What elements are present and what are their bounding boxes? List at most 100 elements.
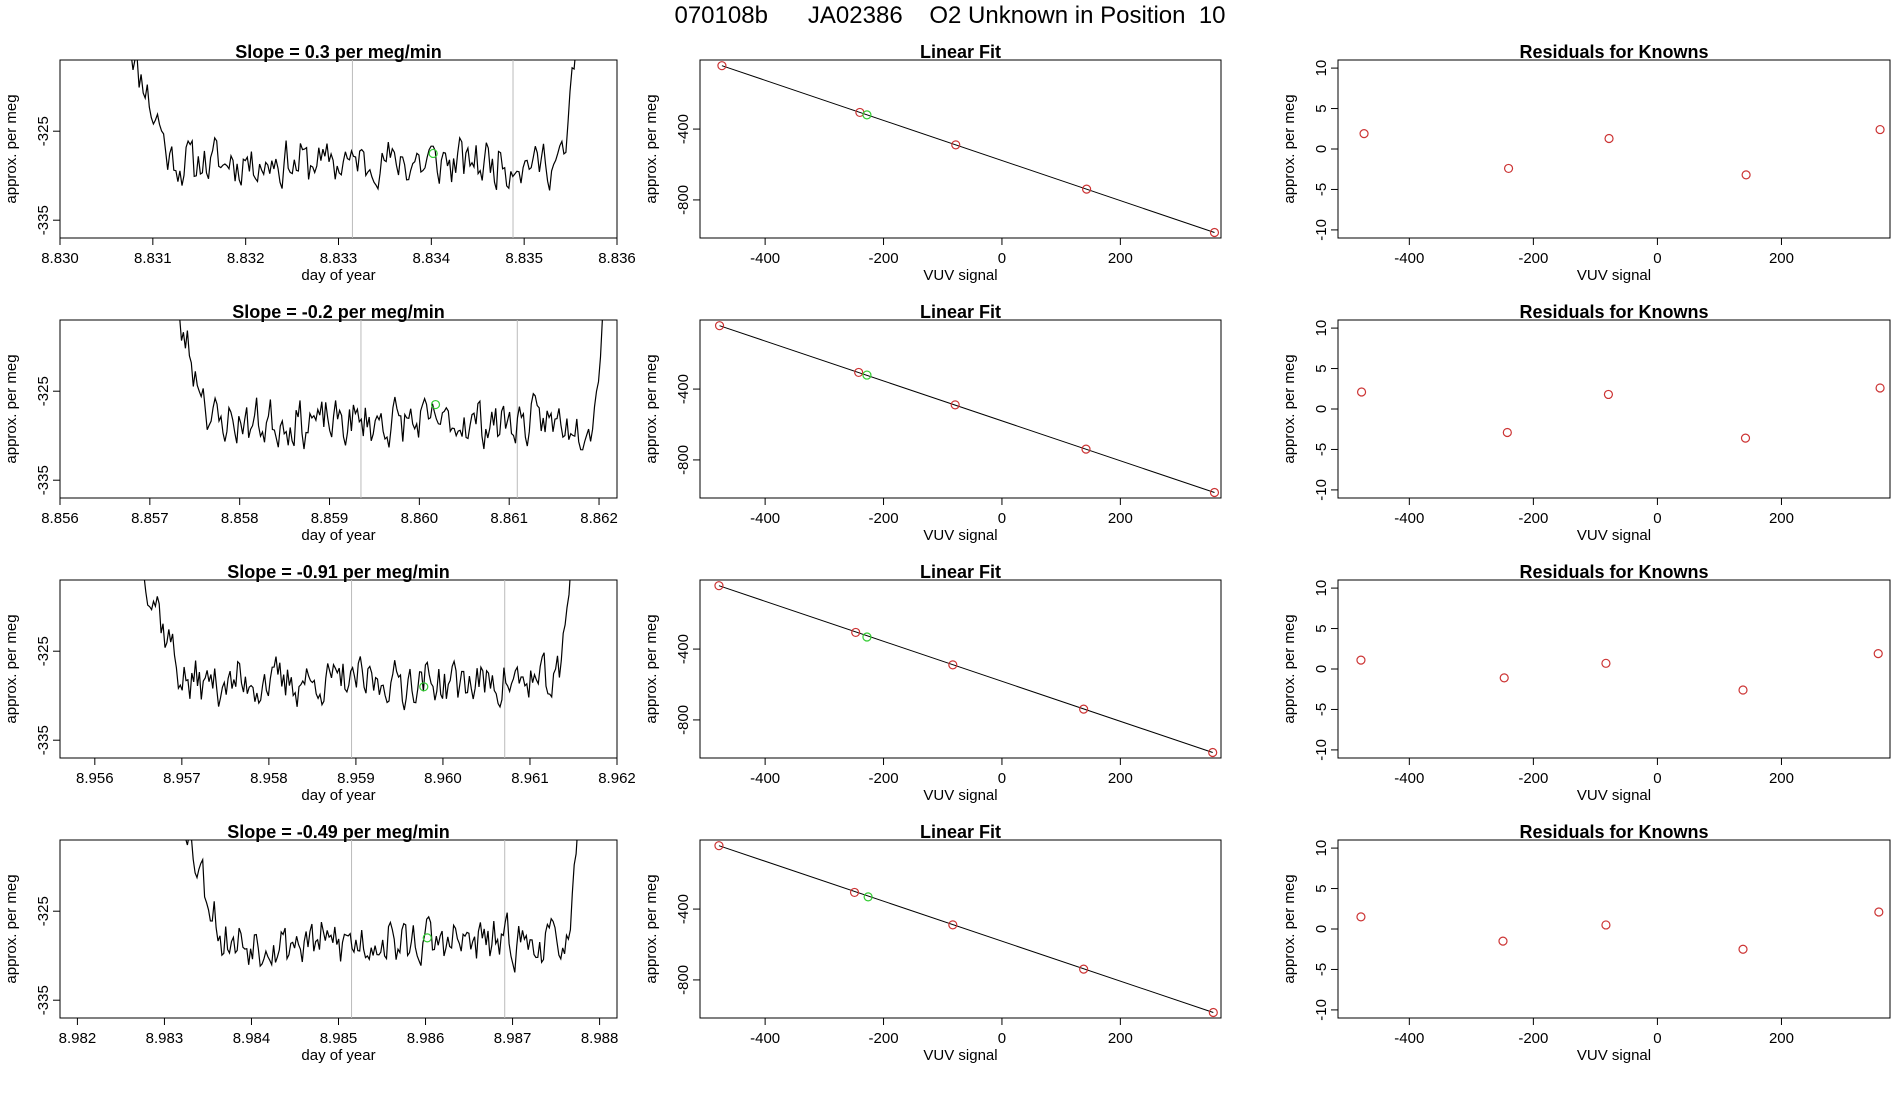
plot-area [1356,383,1885,443]
x-axis-label: VUV signal [1577,1047,1651,1064]
y-tick-label: -335 [35,725,52,755]
x-tick-label: -400 [750,1030,780,1047]
fit-line [721,65,1215,233]
plot-frame [1337,319,1891,499]
known-point [1741,170,1751,180]
x-axis-label: VUV signal [1577,267,1651,284]
y-tick-label: 5 [1313,104,1330,112]
y-axis-label: approx. per meg [643,614,660,723]
y-axis-label: approx. per meg [1281,614,1298,723]
known-point [1740,433,1751,443]
y-tick-label: 5 [1313,624,1330,632]
x-tick-label: -400 [1394,250,1424,267]
known-point [1503,163,1514,174]
x-axis-label: day of year [301,1047,375,1064]
y-axis-label: approx. per meg [643,94,660,203]
known-point [1359,129,1369,139]
known-point [1738,944,1748,954]
linear-fit-1-panel: Linear Fit -400 -200 0 200 VUV signal -400 -800… [643,42,1222,284]
x-tick-label: 8.962 [598,770,636,787]
known-point [1875,124,1885,135]
x-tick-label: 0 [1653,1030,1661,1047]
x-tick-label: 0 [1653,250,1661,267]
chart-title: Slope = -0.49 per meg/min [227,822,450,842]
y-tick-label: 10 [1313,60,1330,77]
time-series-1-panel: Slope = 0.3 per meg/min 8.830 8.831 8.832 8.… [3,42,636,284]
y-tick-label: -325 [35,636,52,666]
chart-title: Residuals for Knowns [1519,42,1708,62]
x-axis-label: VUV signal [923,787,997,804]
y-tick-label: -325 [35,896,52,926]
x-tick-label: -400 [1394,510,1424,527]
known-point [1082,184,1092,194]
chart-title: Slope = 0.3 per meg/min [235,42,442,62]
known-point [1208,747,1218,758]
chart-title: Residuals for Knowns [1519,822,1708,842]
chart-title: Linear Fit [920,302,1001,322]
y-axis-label: approx. per meg [1281,354,1298,463]
x-tick-label: 8.958 [250,770,288,787]
residuals-1-panel: Residuals for Knowns -400 -200 0 200 VUV sign… [1281,42,1891,284]
known-point [1356,387,1367,397]
time-series-2-panel: Slope = -0.2 per meg/min 8.856 8.857 8.858 8… [3,302,618,544]
known-point [1502,427,1512,438]
plot-area [143,580,571,758]
y-tick-label: -10 [1313,479,1330,501]
y-tick-label: -325 [35,116,52,146]
x-tick-label: -400 [1394,770,1424,787]
time-series-3-panel: Slope = -0.91 per meg/min 8.956 8.957 8.958… [3,562,636,804]
x-tick-label: 8.836 [598,250,636,267]
y-tick-label: 5 [1313,364,1330,372]
y-tick-label: -800 [675,185,692,215]
x-tick-label: -200 [1518,510,1548,527]
x-tick-label: 8.857 [131,510,169,527]
unknown-point [863,892,873,902]
x-tick-label: 8.983 [146,1030,184,1047]
residuals-4-panel: Residuals for Knowns -400 -200 0 200 VUV sign… [1281,822,1891,1064]
x-axis-label: VUV signal [923,267,997,284]
known-point [1874,907,1884,917]
chart-title: Slope = -0.91 per meg/min [227,562,450,582]
plot-frame [699,319,1222,499]
x-tick-label: 8.956 [76,770,114,787]
known-point [849,887,860,898]
x-tick-label: -200 [1518,770,1548,787]
unknown-point [862,632,872,642]
known-point [1738,685,1748,695]
x-tick-label: 0 [998,770,1006,787]
known-point [714,581,724,591]
x-tick-label: 8.984 [233,1030,271,1047]
x-tick-label: 8.986 [407,1030,445,1047]
x-tick-label: 8.834 [413,250,451,267]
plot-frame [59,59,618,239]
x-axis-label: day of year [301,787,375,804]
plot-frame [699,59,1222,239]
plot-area [179,320,603,498]
known-point [714,841,724,851]
y-tick-label: 5 [1313,884,1330,892]
y-tick-label: 0 [1313,145,1330,153]
y-axis-label: approx. per meg [1281,874,1298,983]
y-tick-label: -800 [675,965,692,995]
unknown-point [862,110,872,120]
x-tick-label: 8.858 [221,510,259,527]
plot-frame [1337,579,1891,759]
plot-frame [1337,839,1891,1019]
plot-area [185,840,578,1018]
y-tick-label: 0 [1313,405,1330,413]
x-tick-label: -200 [869,1030,899,1047]
y-axis-label: approx. per meg [643,354,660,463]
y-tick-label: -800 [675,705,692,735]
page-title: 070108b JA02386 O2 Unknown in Position 1… [674,2,1226,29]
x-tick-label: 8.835 [505,250,543,267]
y-tick-label: -400 [675,114,692,144]
known-point [1079,964,1089,974]
linear-fit-3-panel: Linear Fit -400 -200 0 200 VUV signal -400 -800… [643,562,1222,804]
x-tick-label: -200 [869,770,899,787]
y-tick-label: -400 [675,374,692,404]
x-tick-label: 8.957 [163,770,201,787]
plot-area [714,581,1218,758]
plot-area [1356,907,1884,954]
data-trace [185,840,578,973]
